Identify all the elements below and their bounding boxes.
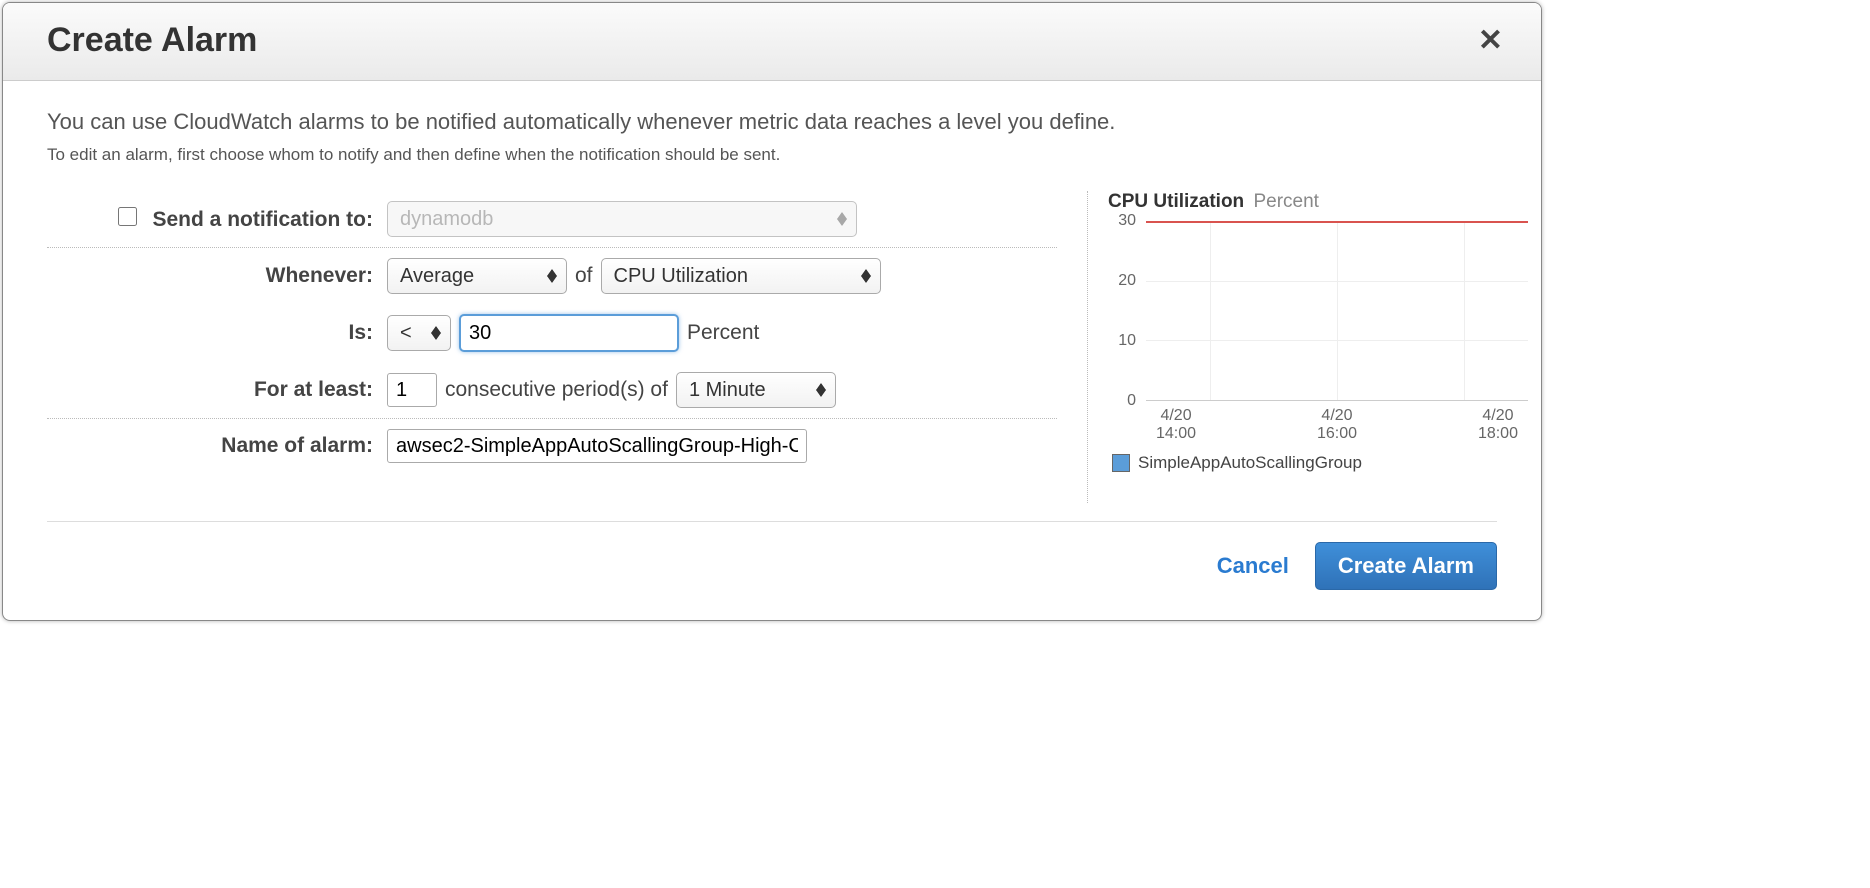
chart-title-metric: CPU Utilization xyxy=(1108,191,1244,212)
xtick-label: 4/20 14:00 xyxy=(1156,407,1196,443)
threshold-input[interactable] xyxy=(459,314,679,352)
chart-xaxis: 4/20 14:00 4/20 16:00 4/20 18:00 xyxy=(1146,401,1528,443)
row-is: Is: < Percent xyxy=(47,304,1057,362)
close-icon[interactable]: ✕ xyxy=(1470,22,1511,60)
whenever-label: Whenever: xyxy=(47,264,387,288)
unit-text: Percent xyxy=(687,321,759,345)
ytick-label: 0 xyxy=(1127,392,1136,410)
chart-yaxis: 0102030 xyxy=(1108,221,1142,401)
notify-label-wrap: Send a notification to: xyxy=(47,207,387,232)
alarmname-label: Name of alarm: xyxy=(47,434,387,458)
xtick-label: 4/20 16:00 xyxy=(1317,407,1357,443)
row-notification: Send a notification to: dynamodb xyxy=(47,191,1057,248)
row-alarmname: Name of alarm: xyxy=(47,419,1057,473)
of-text: of xyxy=(575,264,593,288)
chart-area: 0102030 xyxy=(1108,221,1528,401)
alarm-name-input[interactable] xyxy=(387,429,807,463)
xtick-label: 4/20 18:00 xyxy=(1478,407,1518,443)
metric-select[interactable]: CPU Utilization xyxy=(601,258,881,294)
legend-swatch xyxy=(1112,454,1130,472)
intro-text: You can use CloudWatch alarms to be noti… xyxy=(47,109,1497,135)
ytick-label: 10 xyxy=(1118,332,1136,350)
ytick-label: 20 xyxy=(1118,272,1136,290)
modal-body: You can use CloudWatch alarms to be noti… xyxy=(3,81,1541,620)
form-column: Send a notification to: dynamodb Wheneve… xyxy=(47,191,1057,503)
statistic-select[interactable]: Average xyxy=(387,258,567,294)
legend-label: SimpleAppAutoScallingGroup xyxy=(1138,453,1362,473)
modal-title: Create Alarm xyxy=(47,21,257,60)
notify-label: Send a notification to: xyxy=(153,208,374,231)
notify-select[interactable]: dynamodb xyxy=(387,201,857,237)
modal-footer: Cancel Create Alarm xyxy=(47,521,1497,590)
foratleast-label: For at least: xyxy=(47,378,387,402)
chart-legend: SimpleAppAutoScallingGroup xyxy=(1112,453,1528,473)
chart-plot xyxy=(1146,221,1528,401)
threshold-line xyxy=(1146,221,1528,223)
modal-header: Create Alarm ✕ xyxy=(3,3,1541,81)
notify-checkbox[interactable] xyxy=(118,207,137,226)
sub-intro-text: To edit an alarm, first choose whom to n… xyxy=(47,145,1497,165)
comparator-select[interactable]: < xyxy=(387,315,451,351)
chart-title-unit: Percent xyxy=(1253,191,1318,212)
cancel-button[interactable]: Cancel xyxy=(1217,553,1289,579)
row-whenever: Whenever: Average of CPU Utilization xyxy=(47,248,1057,304)
row-foratleast: For at least: consecutive period(s) of 1… xyxy=(47,362,1057,419)
periods-input[interactable] xyxy=(387,373,437,407)
create-alarm-button[interactable]: Create Alarm xyxy=(1315,542,1497,590)
create-alarm-modal: Create Alarm ✕ You can use CloudWatch al… xyxy=(2,2,1542,621)
chart-column: CPU Utilization Percent 0 10 20 30 4/20 14:… xyxy=(1087,191,1528,503)
consecutive-text: consecutive period(s) of xyxy=(445,378,668,402)
ytick-label: 30 xyxy=(1118,212,1136,230)
period-select[interactable]: 1 Minute xyxy=(676,372,836,408)
chart-title: CPU Utilization Percent xyxy=(1108,191,1528,213)
is-label: Is: xyxy=(47,321,387,345)
